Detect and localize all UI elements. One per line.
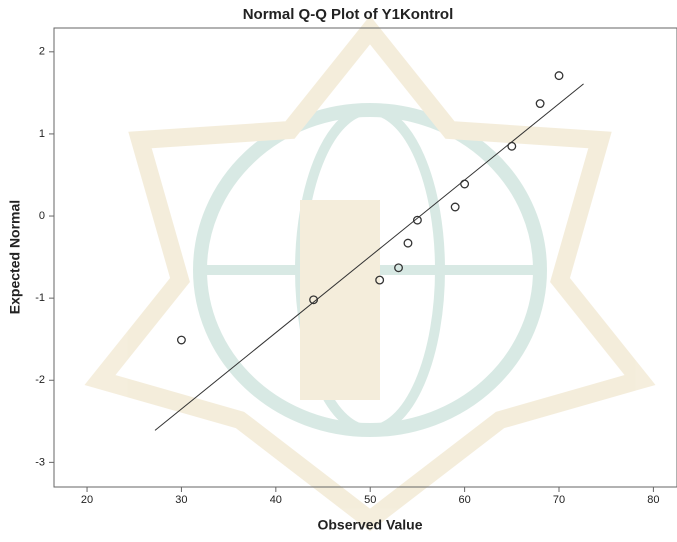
x-tick-label: 20 bbox=[81, 494, 93, 506]
y-tick-label: 1 bbox=[39, 128, 45, 140]
y-axis-title: Expected Normal bbox=[7, 200, 23, 314]
x-tick-label: 60 bbox=[458, 494, 470, 506]
y-tick-label: -3 bbox=[35, 456, 45, 468]
point bbox=[507, 141, 517, 151]
y-tick-label: -2 bbox=[35, 374, 45, 386]
point bbox=[375, 275, 385, 285]
plot-frame bbox=[53, 27, 677, 488]
x-tick-label: 80 bbox=[647, 494, 659, 506]
point bbox=[460, 179, 470, 189]
y-tick-label: 0 bbox=[39, 210, 45, 222]
chart-title: Normal Q-Q Plot of Y1Kontrol bbox=[243, 6, 454, 23]
x-axis-title: Observed Value bbox=[317, 517, 422, 533]
x-tick-label: 70 bbox=[553, 494, 565, 506]
point bbox=[403, 238, 413, 248]
watermark bbox=[84, 15, 656, 532]
point bbox=[176, 335, 186, 345]
point bbox=[394, 263, 403, 273]
point bbox=[412, 215, 422, 225]
y-tick-label: 2 bbox=[39, 46, 45, 58]
reference-line bbox=[154, 83, 584, 431]
x-tick-label: 40 bbox=[270, 494, 282, 506]
point bbox=[535, 99, 545, 108]
point bbox=[554, 71, 564, 81]
point bbox=[450, 202, 460, 212]
point bbox=[309, 295, 319, 305]
x-tick-label: 50 bbox=[364, 494, 376, 506]
x-tick-label: 30 bbox=[175, 494, 187, 506]
y-tick-label: -1 bbox=[35, 292, 45, 304]
